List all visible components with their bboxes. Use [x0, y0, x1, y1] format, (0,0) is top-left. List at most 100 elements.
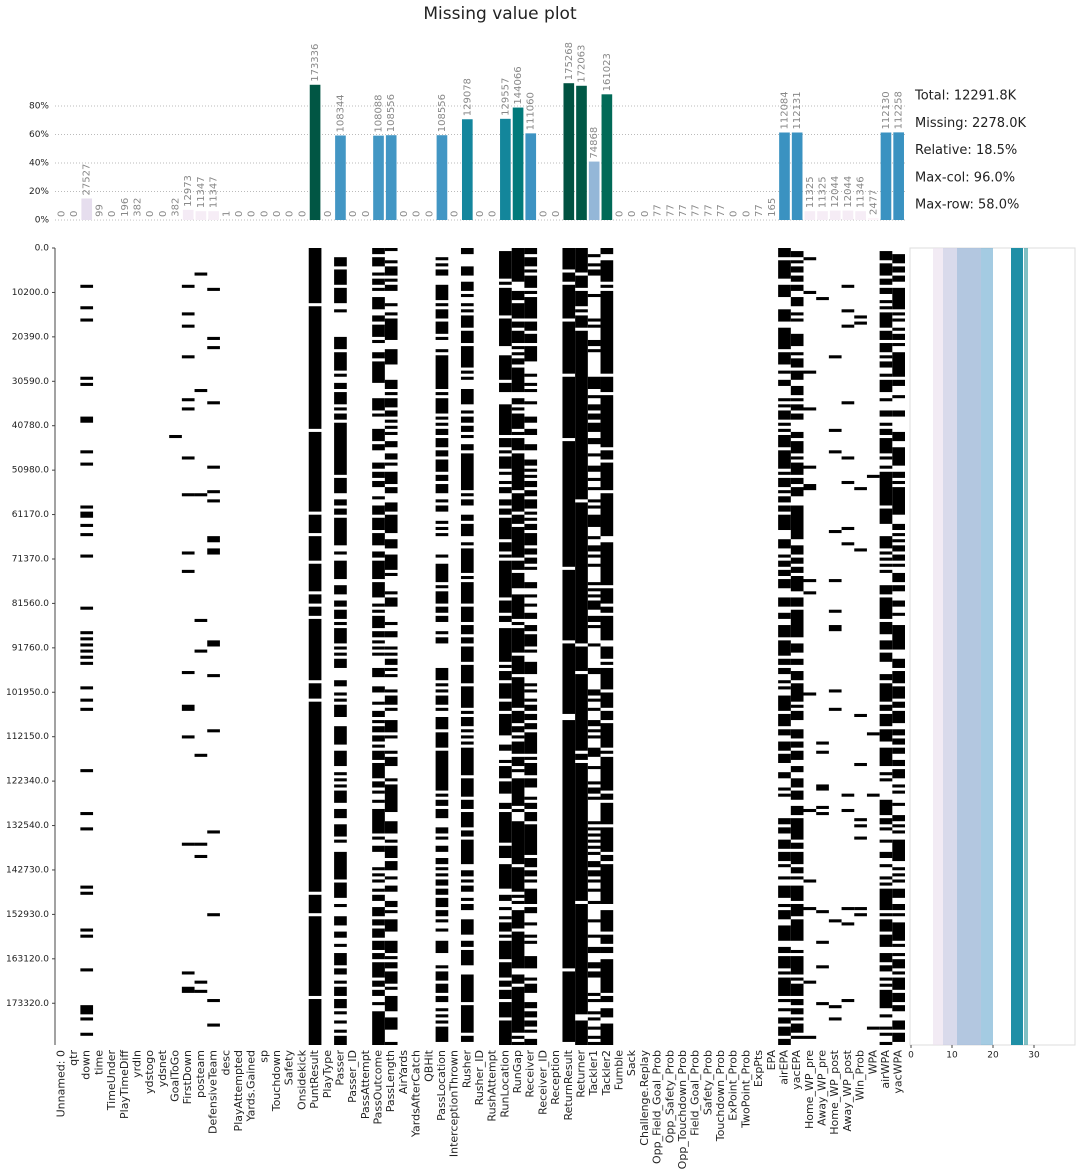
x-tick-label: 20: [987, 1051, 999, 1061]
missing-run: [194, 980, 208, 984]
missing-run: [511, 867, 525, 892]
missing-run: [790, 750, 804, 760]
missing-run: [778, 686, 791, 690]
missing-run: [435, 879, 449, 886]
missing-run: [524, 511, 538, 515]
missing-run: [778, 977, 791, 996]
missing-run: [803, 879, 817, 883]
missing-run: [435, 554, 449, 558]
bar-count-label: 0: [259, 211, 270, 217]
matrix-column: [80, 284, 94, 1036]
missing-run: [511, 303, 525, 319]
missing-run: [460, 625, 474, 635]
missing-run: [803, 370, 817, 374]
x-tick-label: sp: [257, 1050, 270, 1063]
missing-run: [790, 398, 804, 402]
missing-run: [435, 257, 449, 261]
missing-run: [790, 885, 804, 901]
missing-run: [194, 389, 208, 393]
missing-run: [524, 907, 538, 914]
missing-run: [587, 821, 601, 825]
missing-run: [435, 355, 449, 390]
bar-count-label: 108556: [386, 94, 397, 132]
missing-run: [879, 300, 893, 304]
bar: [867, 218, 879, 220]
missing-run: [194, 854, 208, 859]
missing-run: [334, 882, 347, 898]
missing-run: [372, 953, 385, 960]
missing-run: [587, 934, 601, 938]
missing-run: [524, 934, 538, 938]
missing-run: [575, 903, 588, 1015]
missing-run: [879, 597, 893, 619]
missing-run: [879, 640, 893, 650]
missing-run: [524, 480, 538, 488]
missing-run: [334, 600, 347, 607]
bar: [461, 119, 473, 220]
missing-run: [384, 674, 398, 678]
x-tick-label: Rusher_ID: [473, 1050, 486, 1105]
missing-run: [803, 692, 817, 696]
bar-count-label: 111060: [526, 92, 537, 130]
missing-run: [524, 762, 538, 776]
y-tick-label: 20%: [29, 187, 49, 197]
missing-run: [892, 254, 905, 264]
missing-run: [778, 625, 791, 638]
missing-run: [181, 971, 195, 975]
missing-run: [334, 585, 347, 595]
missing-run: [384, 1041, 398, 1045]
missing-run: [372, 667, 385, 678]
missing-run: [587, 514, 601, 527]
missing-run: [524, 523, 538, 531]
missing-run: [879, 864, 893, 868]
missing-run: [499, 766, 512, 779]
matrix-column: [435, 257, 449, 1042]
missing-run: [790, 404, 804, 411]
missing-run: [866, 1026, 880, 1030]
x-tick-label: Reception: [549, 1050, 562, 1105]
missing-run: [587, 339, 601, 347]
missing-run: [334, 931, 347, 938]
bar-count-label: 11346: [856, 176, 867, 208]
missing-run: [879, 953, 893, 963]
missing-run: [511, 910, 525, 929]
missing-run: [372, 790, 385, 794]
missing-run: [778, 793, 791, 797]
missing-run: [587, 946, 601, 954]
missing-run: [511, 514, 525, 524]
missing-run: [587, 588, 601, 592]
missing-run: [892, 747, 905, 754]
missing-run: [435, 398, 449, 414]
missing-run: [524, 603, 538, 607]
missing-run: [879, 888, 893, 911]
x-tick-label: 0: [908, 1051, 914, 1061]
missing-run: [499, 671, 512, 681]
x-tick-label: Challenge.Replay: [638, 1050, 651, 1146]
missing-run: [524, 444, 538, 451]
missing-run: [790, 597, 804, 607]
x-tick-label: Fumble: [613, 1050, 626, 1090]
missing-run: [879, 919, 893, 932]
matrix-column: [334, 257, 347, 1045]
x-tick-label: Opp_Field_Goal_Prob: [651, 1050, 664, 1164]
bar-count-label: 0: [538, 211, 549, 217]
bar-count-label: 0: [627, 211, 638, 217]
missing-run: [524, 732, 538, 754]
bar: [373, 135, 384, 220]
missing-run: [892, 839, 905, 862]
missing-run: [435, 520, 449, 524]
missing-run: [879, 465, 893, 469]
missing-run: [384, 349, 398, 365]
missing-run: [511, 367, 525, 393]
missing-run: [575, 275, 588, 288]
missing-run: [372, 398, 385, 411]
missing-run: [892, 533, 905, 537]
missing-run: [181, 671, 195, 675]
missing-run: [499, 683, 512, 699]
missing-run: [524, 625, 538, 632]
bar-count-label: 112131: [792, 91, 803, 129]
missing-run: [460, 281, 474, 291]
missing-run: [892, 959, 905, 969]
bar: [208, 211, 219, 220]
missing-run: [460, 389, 474, 405]
